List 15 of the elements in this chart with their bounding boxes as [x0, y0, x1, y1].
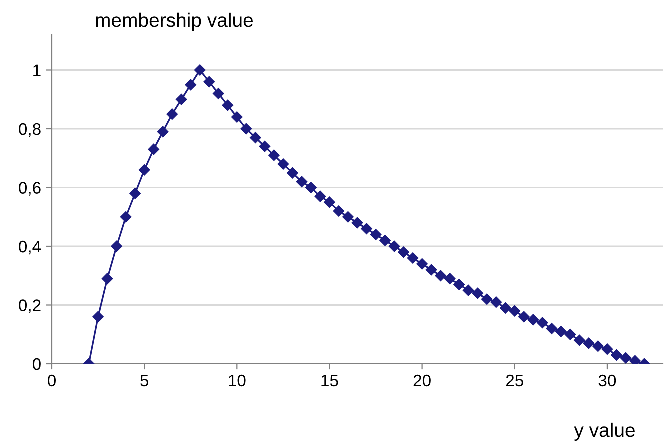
x-tick-label: 10 [229, 374, 246, 387]
x-axis-title: y value [574, 422, 635, 442]
y-tick-label: 1 [34, 64, 41, 76]
y-tick-label: 0,2 [19, 300, 41, 314]
x-tick-label: 5 [140, 375, 149, 387]
y-axis-title: membership value [96, 12, 254, 32]
y-tick-label: 0,8 [19, 123, 41, 138]
y-tick-label: 0,6 [19, 182, 41, 196]
x-tick-label: 15 [322, 375, 338, 387]
x-tick-label: 0 [48, 374, 56, 387]
y-tick-label: 0,4 [19, 240, 42, 255]
x-tick-label: 30 [598, 374, 616, 387]
x-tick-label: 20 [414, 374, 431, 387]
x-tick-label: 25 [506, 374, 524, 387]
y-tick-label: 0 [32, 358, 41, 370]
